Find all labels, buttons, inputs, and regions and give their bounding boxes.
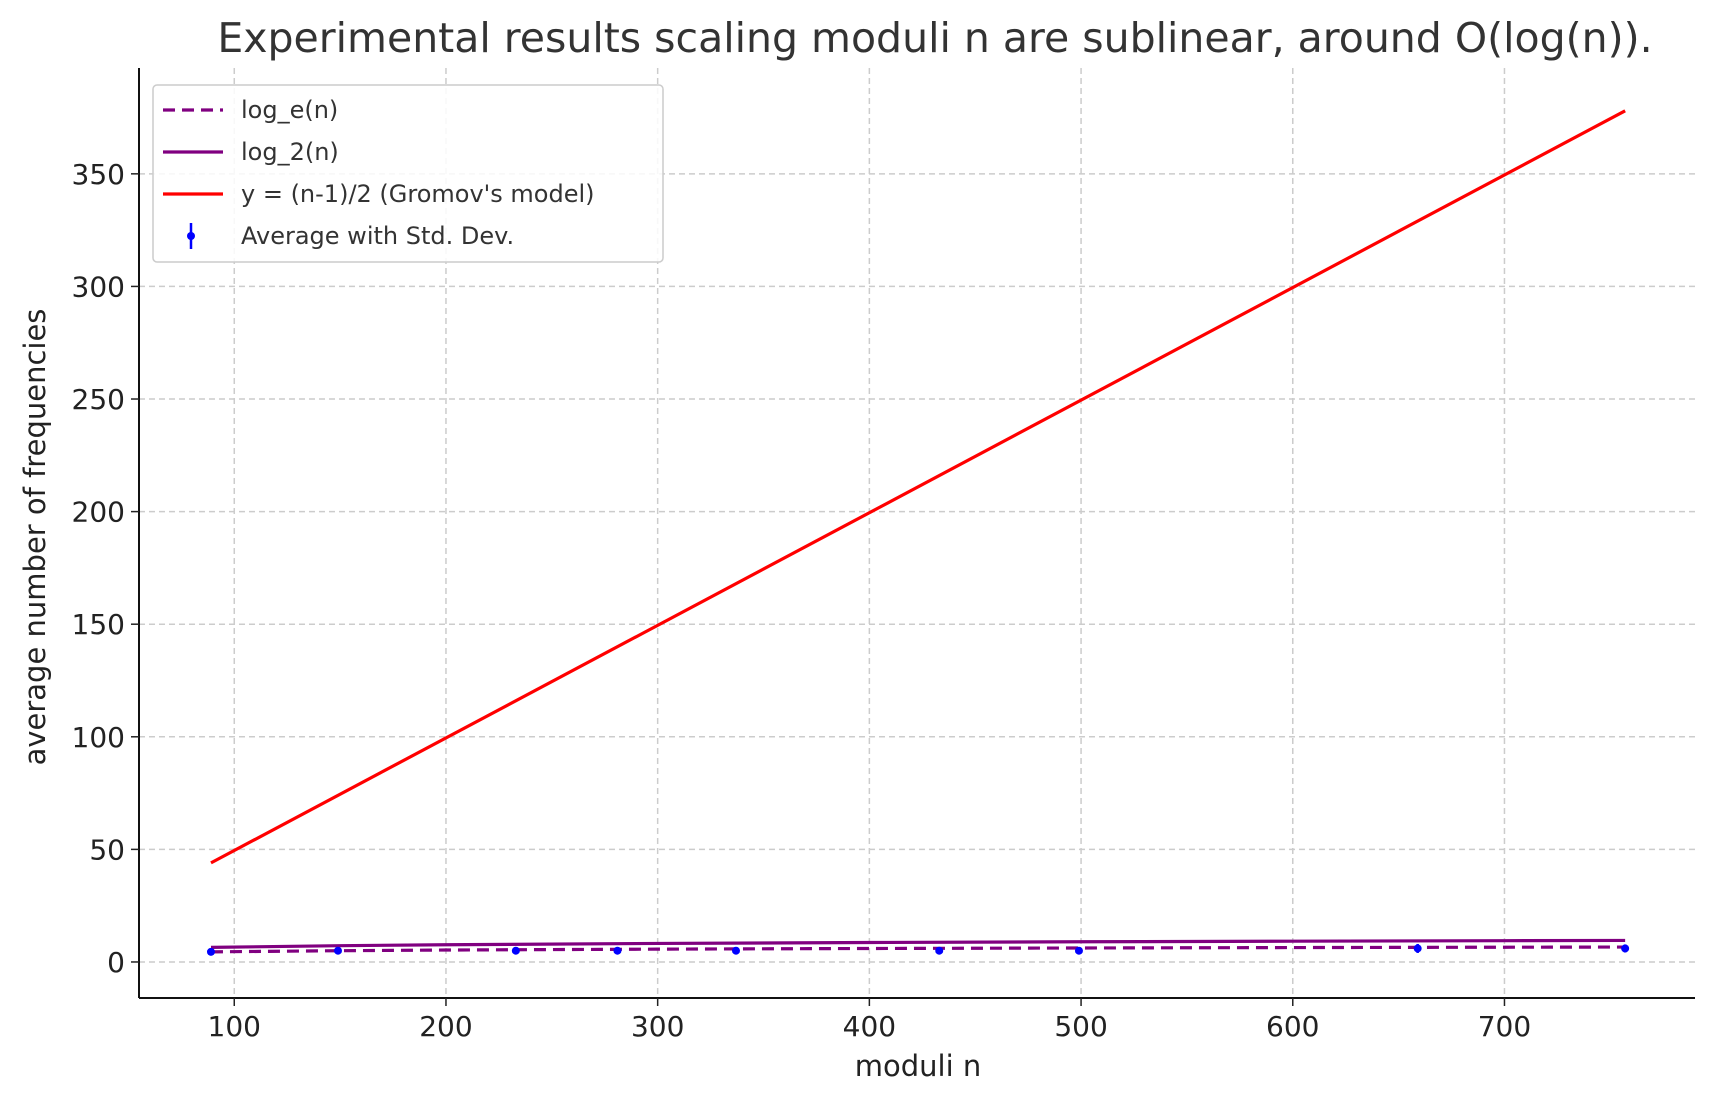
average-point bbox=[935, 946, 944, 955]
y-tick-label: 0 bbox=[107, 946, 125, 979]
log-e-legend-label: log_e(n) bbox=[241, 96, 338, 124]
chart-title: Experimental results scaling moduli n ar… bbox=[217, 14, 1652, 62]
average-point bbox=[511, 946, 520, 955]
y-tick-label: 50 bbox=[89, 833, 125, 866]
y-tick-label: 300 bbox=[72, 270, 125, 303]
average-point bbox=[731, 946, 740, 955]
x-tick-label: 400 bbox=[843, 1010, 896, 1043]
x-tick-label: 600 bbox=[1266, 1010, 1319, 1043]
y-tick-label: 200 bbox=[72, 496, 125, 529]
plot-area bbox=[206, 109, 1630, 956]
average-legend-label: Average with Std. Dev. bbox=[241, 222, 514, 250]
legend-box bbox=[152, 84, 664, 263]
legend: log_e(n) log_2(n)y = (n-1)/2 (Gromov's mo… bbox=[152, 84, 664, 263]
average-point bbox=[1621, 944, 1630, 953]
average-point bbox=[1074, 946, 1083, 955]
average-point bbox=[206, 947, 215, 956]
x-tick-label: 100 bbox=[208, 1010, 261, 1043]
x-axis-label: moduli n bbox=[855, 1049, 982, 1083]
log-e-line bbox=[210, 945, 1626, 954]
x-tick-label: 300 bbox=[631, 1010, 684, 1043]
average-point bbox=[1413, 944, 1422, 953]
average-point bbox=[333, 946, 342, 955]
y-tick-label: 250 bbox=[72, 383, 125, 416]
x-tick-label: 700 bbox=[1478, 1010, 1531, 1043]
log-2-line bbox=[210, 938, 1626, 949]
y-tick-label: 150 bbox=[72, 608, 125, 641]
y-axis-label: average number of frequencies bbox=[18, 309, 52, 766]
average-legend-marker bbox=[187, 232, 195, 240]
gromov-line bbox=[210, 109, 1626, 865]
log-2-legend-label: log_2(n) bbox=[241, 138, 339, 166]
gromov-legend-label: y = (n-1)/2 (Gromov's model) bbox=[241, 180, 595, 208]
ticks: 100 200 300 400 500 600 700 0 50 100 150 200 250 300 3… bbox=[72, 158, 1532, 1043]
average-point bbox=[613, 946, 622, 955]
x-tick-label: 200 bbox=[419, 1010, 472, 1043]
axes bbox=[138, 68, 1695, 999]
y-tick-label: 100 bbox=[72, 721, 125, 754]
x-tick-label: 500 bbox=[1054, 1010, 1107, 1043]
y-tick-label: 350 bbox=[72, 158, 125, 191]
